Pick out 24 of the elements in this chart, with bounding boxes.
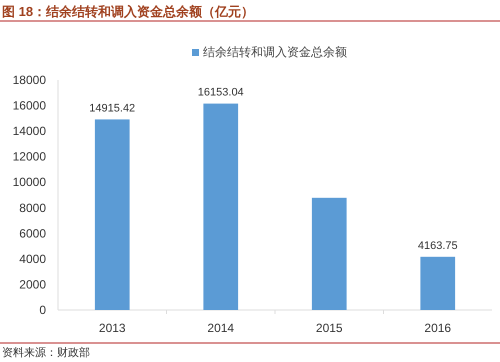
y-tick-label: 12000 <box>12 150 46 164</box>
y-tick-label: 18000 <box>12 73 46 87</box>
x-tick-label: 2013 <box>98 321 126 335</box>
y-tick-label: 4000 <box>19 252 46 266</box>
x-tick-label: 2016 <box>424 321 452 335</box>
y-tick-label: 16000 <box>12 98 46 113</box>
y-tick-label: 14000 <box>12 124 46 138</box>
y-tick-label: 6000 <box>19 226 46 240</box>
bar <box>203 104 238 310</box>
y-tick-label: 8000 <box>19 200 46 215</box>
bar <box>312 198 347 310</box>
legend-label: 结余结转和调入资金总余额 <box>203 45 347 59</box>
data-label: 14915.42 <box>89 102 136 114</box>
bar <box>94 119 130 310</box>
x-tick-label: 2014 <box>207 321 234 335</box>
y-tick-label: 2000 <box>19 277 46 292</box>
data-label: 16153.04 <box>198 86 244 99</box>
bar <box>420 256 456 310</box>
y-tick-label: 0 <box>39 303 46 317</box>
x-tick-label: 2015 <box>316 321 343 335</box>
y-tick-label: 10000 <box>12 175 46 190</box>
text: 资料来源：财政部 <box>2 346 90 359</box>
data-label: 4163.75 <box>418 240 458 252</box>
chart-title: 图 18：结余结转和调入资金总余额（亿元） <box>2 4 254 19</box>
